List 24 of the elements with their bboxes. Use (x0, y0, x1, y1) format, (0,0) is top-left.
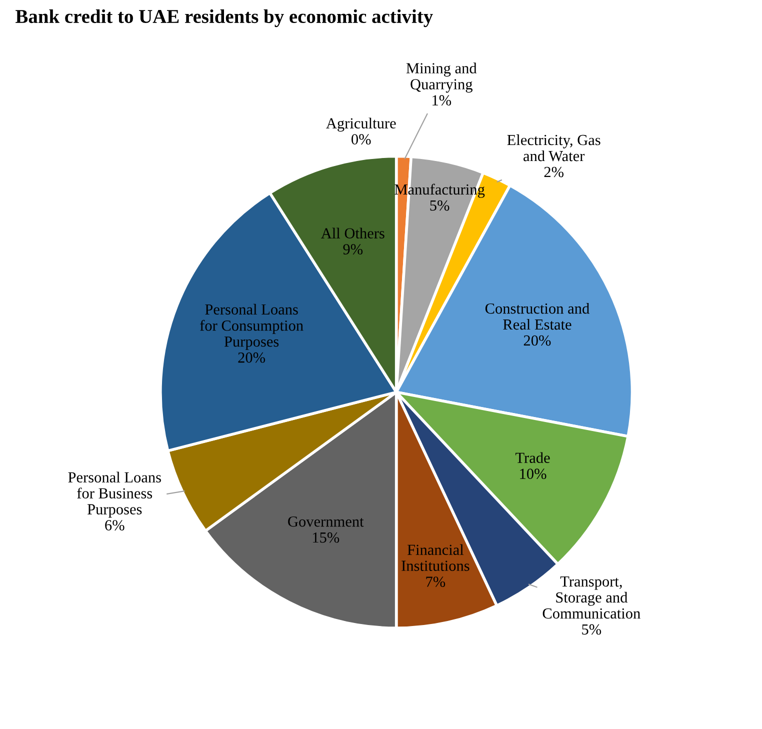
slice-label: Trade (516, 452, 550, 464)
text: 0% (352, 134, 371, 145)
slice-label: Transport, Storage and Communication (542, 576, 640, 619)
chart-title: Bank credit to UAE residents by economic activity (16, 9, 433, 28)
slice-label: Financial Institutions (402, 544, 470, 571)
data-label: 6% (105, 520, 124, 530)
slice-label: Mining and Quarrying (406, 62, 477, 93)
data-label: 9% (343, 244, 363, 255)
slice-label: Government (288, 516, 364, 527)
category-label: Agriculture (326, 118, 396, 132)
data-label: 15% (312, 532, 340, 543)
data-label: 2% (544, 166, 564, 178)
slice-label: Personal Loans for Consumption Purposes (200, 304, 304, 350)
data-label: 20% (524, 335, 551, 346)
slice-label: Personal Loans for Business Purposes (68, 472, 161, 518)
slice-label: Construction and Real Estate (485, 302, 590, 330)
data-label: 20% (238, 352, 266, 363)
data-label: 10% (520, 468, 546, 480)
data-label: 5% (582, 624, 602, 635)
data-label: 1% (432, 95, 452, 106)
data-label: 7% (426, 576, 446, 587)
slice-label: Electricity, Gas and Water (507, 134, 600, 162)
data-label: 5% (430, 200, 450, 211)
slice-label: All Others (321, 228, 384, 238)
